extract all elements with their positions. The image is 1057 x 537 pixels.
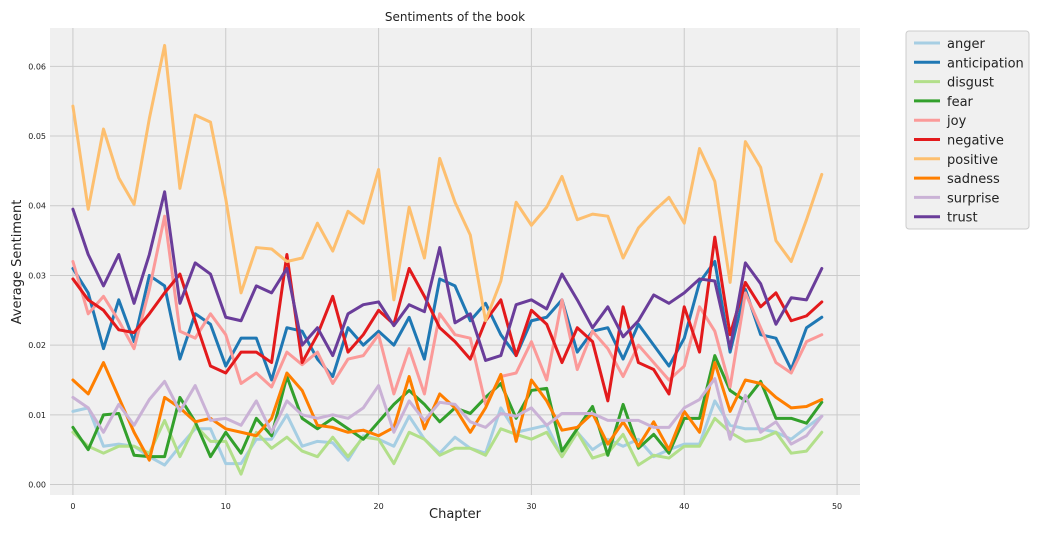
x-axis-label: Chapter — [429, 507, 482, 522]
legend-label-negative: negative — [947, 134, 1004, 149]
y-tick-label: 0.05 — [28, 132, 46, 141]
y-tick-label: 0.04 — [28, 202, 46, 211]
y-tick-label: 0.02 — [28, 341, 46, 350]
legend: anger anticipation disgust fear joy negative p… — [905, 30, 1030, 230]
legend-label-disgust: disgust — [947, 76, 994, 91]
x-tick-label: 40 — [679, 502, 689, 511]
axis-ticks: 0 10 20 30 40 50 0.00 0.01 0.02 0.03 0.04 0.05 0.06 — [28, 62, 842, 511]
series-line-joy — [71, 214, 824, 406]
legend-label-surprise: surprise — [947, 191, 999, 206]
x-tick-label: 50 — [832, 502, 842, 511]
y-tick-label: 0.01 — [28, 411, 46, 420]
y-tick-label: 0.06 — [28, 62, 46, 71]
y-axis-label: Average Sentiment — [10, 200, 25, 325]
series-line-fear — [71, 354, 824, 459]
series-line-trust — [71, 190, 824, 362]
legend-label-positive: positive — [947, 153, 998, 168]
y-tick-label: 0.03 — [28, 271, 46, 280]
legend-label-anticipation: anticipation — [947, 56, 1024, 71]
legend-label-anger: anger — [947, 37, 985, 52]
legend-label-joy: joy — [946, 114, 967, 129]
x-tick-label: 30 — [526, 502, 536, 511]
series-line-positive — [71, 43, 824, 323]
x-tick-label: 20 — [373, 502, 383, 511]
legend-label-trust: trust — [947, 211, 978, 226]
chart-title: Sentiments of the book — [385, 10, 525, 24]
legend-label-fear: fear — [947, 95, 974, 110]
series-line-sadness — [71, 361, 824, 462]
x-tick-label: 10 — [221, 502, 231, 511]
series-line-surprise — [71, 377, 824, 446]
legend-label-sadness: sadness — [947, 172, 1000, 187]
series-lines — [71, 43, 824, 476]
y-tick-label: 0.00 — [28, 481, 46, 490]
series-line-negative — [71, 235, 824, 403]
x-tick-label: 0 — [70, 502, 75, 511]
